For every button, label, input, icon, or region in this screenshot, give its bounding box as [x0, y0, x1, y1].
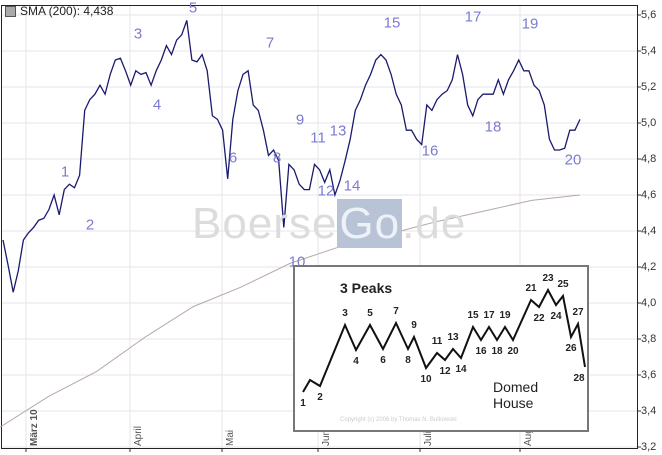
inset-point-label: 16: [475, 346, 487, 357]
inset-point-label: 3: [342, 308, 348, 319]
y-tick-label: 4,8: [641, 153, 657, 165]
wave-annotation: 19: [521, 15, 539, 33]
inset-pattern-line: [302, 287, 586, 393]
y-tick-label: 4,0: [641, 297, 657, 309]
wave-annotation: 12: [317, 182, 335, 200]
inset-point-label: 26: [565, 343, 577, 354]
x-tick-label: Mai: [225, 429, 236, 446]
inset-point-label: 2: [317, 392, 323, 403]
inset-point-label: 24: [550, 311, 562, 322]
x-tick-label: Juli: [423, 430, 434, 446]
wave-annotation: 5: [188, 0, 198, 17]
y-tick-label: 5,0: [641, 117, 657, 129]
wave-annotation: 8: [272, 149, 282, 167]
wave-annotation: 13: [329, 122, 347, 140]
x-tick-label: April: [133, 425, 144, 446]
inset-copyright: Copyright (c) 2006 by Thomas N. Bulkowsk…: [340, 417, 457, 423]
inset-point-label: 12: [439, 366, 451, 377]
wave-annotation: 15: [383, 14, 401, 32]
inset-point-label: 27: [572, 307, 584, 318]
price-line: [2, 20, 581, 293]
wave-annotation: 20: [564, 151, 582, 169]
inset-point-label: 15: [467, 310, 479, 321]
watermark-part: .de: [402, 199, 467, 248]
inset-point-label: 23: [542, 273, 554, 284]
y-tick-label: 3,2: [641, 441, 657, 453]
wave-annotation: 4: [152, 96, 162, 114]
inset-subtitle: House: [493, 395, 534, 411]
wave-annotation: 18: [484, 118, 502, 136]
inset-point-label: 6: [380, 355, 386, 366]
y-tick-label: 5,2: [641, 81, 657, 93]
legend-swatch: [5, 5, 16, 17]
x-tick-label: Jun: [321, 429, 332, 446]
inset-point-label: 25: [557, 279, 569, 290]
inset-point-label: 20: [507, 346, 519, 357]
wave-annotation: 9: [295, 111, 305, 129]
y-tick-label: 3,6: [641, 369, 657, 381]
watermark-part: Boerse: [192, 199, 338, 248]
plot-frame: [1, 5, 638, 449]
inset-title: 3 Peaks: [340, 280, 393, 296]
inset-point-label: 10: [420, 374, 432, 385]
inset-point-label: 7: [393, 306, 399, 317]
wave-annotation: 16: [421, 142, 439, 160]
watermark-part: Go: [337, 199, 403, 248]
y-tick-label: 5,6: [641, 9, 657, 21]
inset-point-label: 11: [431, 336, 443, 347]
y-tick-label: 4,6: [641, 189, 657, 201]
y-tick-label: 3,4: [641, 405, 657, 417]
y-tick-label: 4,4: [641, 225, 657, 237]
inset-pattern-image: 3 Peaks Domed House Copyright (c) 2006 b…: [293, 265, 589, 432]
inset-point-label: 8: [405, 355, 411, 366]
inset-subtitle: Domed: [493, 379, 539, 395]
inset-point-label: 28: [573, 373, 585, 384]
y-tick-label: 4,2: [641, 261, 657, 273]
inset-point-label: 17: [483, 310, 495, 321]
wave-annotation: 2: [85, 216, 95, 234]
x-tick-label: März 10: [29, 409, 40, 446]
wave-annotation: 7: [265, 34, 275, 52]
sma-line: [0, 194, 581, 428]
inset-point-label: 19: [499, 310, 511, 321]
wave-annotation: 1: [60, 163, 70, 181]
inset-point-label: 18: [491, 346, 503, 357]
wave-annotation: 17: [464, 8, 482, 26]
watermark: BoerseGo.de: [192, 199, 467, 248]
inset-point-label: 21: [525, 283, 537, 294]
y-tick-label: 5,4: [641, 45, 657, 57]
inset-pattern-polyline: [302, 287, 586, 393]
inset-point-label: 4: [353, 356, 359, 367]
legend-label: SMA (200): 4,438: [20, 4, 114, 18]
inset-point-label: 14: [455, 364, 467, 375]
inset-point-label: 5: [367, 308, 373, 319]
wave-annotation: 3: [133, 25, 143, 43]
wave-annotation: 6: [228, 149, 238, 167]
y-tick-label: 3,8: [641, 333, 657, 345]
wave-annotation: 14: [343, 177, 361, 195]
wave-annotation: 11: [310, 129, 326, 147]
legend: SMA (200): 4,438: [5, 4, 113, 18]
inset-point-label: 1: [300, 398, 306, 409]
inset-point-label: 13: [447, 332, 459, 343]
inset-point-label: 9: [411, 320, 417, 331]
inset-point-label: 22: [533, 313, 545, 324]
